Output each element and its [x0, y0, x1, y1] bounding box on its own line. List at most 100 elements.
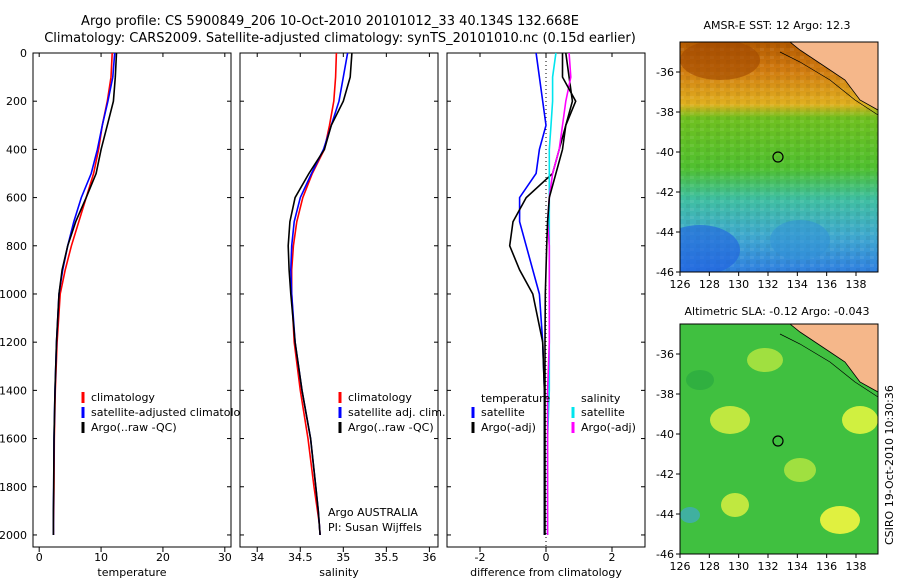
temperature-x-tick-label: 10	[94, 551, 108, 564]
temperature-legend-label: climatology	[91, 391, 155, 404]
salinity-x-axis-label: salinity	[319, 566, 359, 579]
temperature-legend-label: Argo(..raw -QC)	[91, 421, 177, 434]
sla-coastline	[779, 333, 878, 398]
sla-map-title: Altimetric SLA: -0.12 Argo: -0.043	[685, 305, 870, 318]
sst_map-x-tick-label: 128	[699, 278, 720, 291]
salinity-x-tick-label: 35	[336, 551, 350, 564]
sla_map-x-tick-label: 130	[728, 560, 749, 573]
sst-map-frame	[679, 41, 879, 273]
difference-legend-label: satellite	[481, 406, 525, 419]
depth-tick-label: 1600	[0, 433, 27, 446]
sla_map-y-tick-label: -44	[656, 508, 674, 521]
sst_map-x-tick-label: 136	[816, 278, 837, 291]
depth-tick-label: 1200	[0, 336, 27, 349]
salinity-annotation: Argo AUSTRALIA	[328, 506, 418, 519]
sst_map-x-tick-label: 132	[758, 278, 779, 291]
depth-tick-label: 800	[6, 240, 27, 253]
sst_map-y-tick-label: -38	[656, 106, 674, 119]
sla-blob	[820, 506, 860, 534]
difference-legend-label: Argo(-adj)	[581, 421, 636, 434]
sst-coastline	[779, 51, 878, 116]
salinity-legend-label: climatology	[348, 391, 412, 404]
sla_map-y-tick-label: -38	[656, 388, 674, 401]
difference-panel: -2 0 2 difference from climatology temperatu…	[446, 52, 646, 579]
difference-legend-label: satellite	[581, 406, 625, 419]
sst_map-y-tick-label: -44	[656, 226, 674, 239]
salinity-series-line-0	[290, 52, 338, 536]
sla_map-x-tick-label: 134	[787, 560, 808, 573]
sla_map-y-tick-label: -36	[656, 348, 674, 361]
depth-tick-label: 1400	[0, 384, 27, 397]
temperature-x-axis-label: temperature	[97, 566, 166, 579]
sst_map-y-tick-label: -36	[656, 66, 674, 79]
difference-series-line-3	[546, 52, 572, 535]
depth-tick-label: 1800	[0, 481, 27, 494]
sla-blob	[686, 370, 714, 390]
title-line-1: Argo profile: CS 5900849_206 10-Oct-2010…	[81, 14, 579, 29]
salinity-annotation: PI: Susan Wijffels	[328, 521, 422, 534]
sla-blob	[842, 406, 878, 434]
sla-blob	[710, 406, 750, 434]
title-line-2: Climatology: CARS2009. Satellite-adjuste…	[44, 31, 636, 46]
sst-map-title: AMSR-E SST: 12 Argo: 12.3	[703, 19, 850, 32]
sla-map-panel: Altimetric SLA: -0.12 Argo: -0.043 126 12…	[656, 305, 879, 573]
salinity-legend-label: satellite adj. clim.	[348, 406, 445, 419]
temperature-x-tick-label: 20	[156, 551, 170, 564]
sst_map-y-tick-label: -46	[656, 266, 674, 279]
depth-tick-label: 200	[6, 95, 27, 108]
temperature-panel: 0 10 20 30 temperature 0 200 400 600 800 1000 1200 1…	[0, 47, 247, 579]
difference-x-tick-label: -2	[475, 551, 486, 564]
sst_map-y-tick-label: -42	[656, 186, 674, 199]
salinity-legend-label: Argo(..raw -QC)	[348, 421, 434, 434]
salinity-series-line-2	[287, 52, 353, 536]
sst-argo-marker	[772, 151, 784, 163]
temperature-x-tick-label: 0	[36, 551, 43, 564]
depth-tick-label: 2000	[0, 529, 27, 542]
temperature-x-tick-label: 30	[218, 551, 232, 564]
sla_map-y-tick-label: -46	[656, 548, 674, 561]
difference-legend-label: Argo(-adj)	[481, 421, 536, 434]
sla-blob	[784, 458, 816, 482]
sst_map-x-tick-label: 138	[846, 278, 867, 291]
sla-argo-marker	[772, 435, 784, 447]
difference-legend-title-salinity: salinity	[581, 392, 621, 405]
difference-x-tick-label: 0	[543, 551, 550, 564]
sla_map-x-tick-label: 126	[670, 560, 691, 573]
salinity-panel: 34 34.5 35 35.5 36 salinity climatology satelli…	[239, 52, 445, 579]
sla-map-frame	[679, 323, 879, 555]
sst-cold-patch	[680, 225, 740, 272]
depth-tick-label: 1000	[0, 288, 27, 301]
sla-land	[789, 324, 878, 393]
depth-tick-label: 400	[6, 143, 27, 156]
difference-x-tick-label: 2	[609, 551, 616, 564]
temperature-series-line-2	[52, 52, 118, 535]
salinity-frame	[239, 52, 439, 548]
sla_map-y-tick-label: -40	[656, 428, 674, 441]
sst-land	[789, 42, 878, 111]
sla-blob	[721, 493, 749, 517]
sla_map-x-tick-label: 136	[816, 560, 837, 573]
sla-blob	[680, 507, 700, 523]
sst_map-x-tick-label: 130	[728, 278, 749, 291]
sst_map-y-tick-label: -40	[656, 146, 674, 159]
difference-x-axis-label: difference from climatology	[470, 566, 622, 579]
sst-map-panel: AMSR-E SST: 12 Argo: 12.3 126 128 130 132 13…	[656, 19, 879, 291]
salinity-x-tick-label: 36	[422, 551, 436, 564]
difference-series-line-4	[544, 53, 577, 535]
salinity-x-tick-label: 35.5	[374, 551, 399, 564]
sst-warm-patch	[680, 42, 760, 80]
difference-legend-title-temperature: temperature	[481, 392, 550, 405]
sst_map-x-tick-label: 126	[670, 278, 691, 291]
sla-blob	[747, 348, 783, 372]
timestamp-label: CSIRO 19-Oct-2010 10:30:36	[883, 385, 896, 545]
sst_map-x-tick-label: 134	[787, 278, 808, 291]
temperature-frame	[32, 52, 232, 548]
depth-tick-label: 0	[20, 47, 27, 60]
salinity-x-tick-label: 34.5	[288, 551, 313, 564]
salinity-x-tick-label: 34	[250, 551, 264, 564]
sla_map-x-tick-label: 138	[846, 560, 867, 573]
depth-tick-label: 600	[6, 192, 27, 205]
sst-cold-patch-2	[770, 220, 830, 260]
sla_map-x-tick-label: 128	[699, 560, 720, 573]
